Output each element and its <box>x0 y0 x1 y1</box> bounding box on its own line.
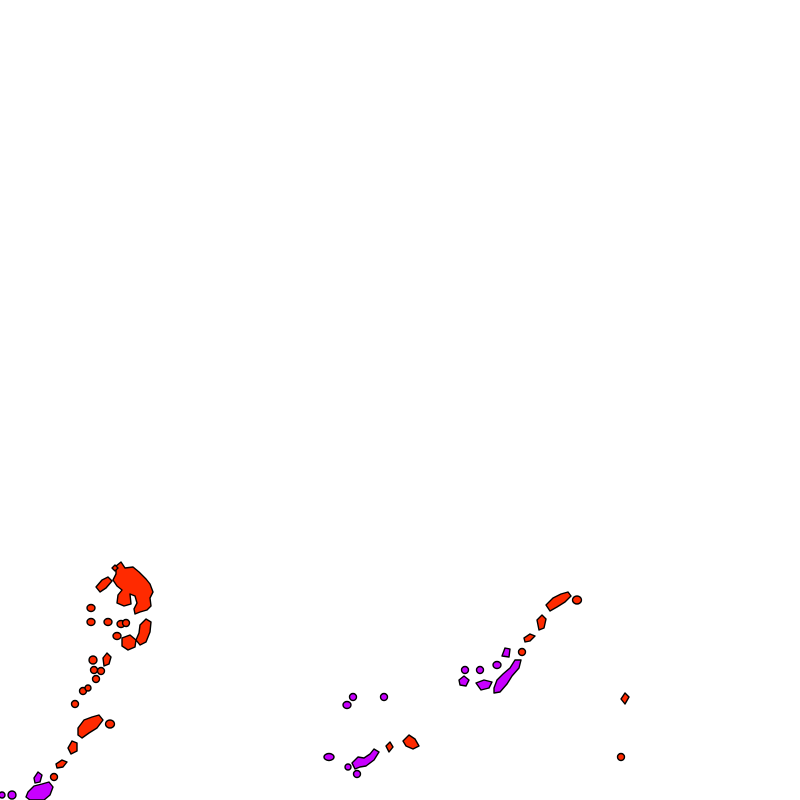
island <box>88 655 98 665</box>
island <box>475 679 493 691</box>
island <box>501 647 511 658</box>
island <box>135 618 152 646</box>
island <box>379 692 389 702</box>
island <box>121 618 131 628</box>
island <box>49 772 59 782</box>
island <box>517 647 527 657</box>
island <box>351 748 380 770</box>
island <box>475 665 485 675</box>
island <box>103 617 113 627</box>
island <box>112 631 122 641</box>
island <box>33 771 43 784</box>
island <box>492 660 502 670</box>
island <box>352 769 362 779</box>
island <box>89 665 99 675</box>
island <box>460 665 470 675</box>
island <box>7 790 17 800</box>
island <box>342 700 352 710</box>
island <box>70 699 80 709</box>
island <box>493 659 522 694</box>
island <box>55 759 68 769</box>
island <box>402 734 420 750</box>
island <box>91 674 101 684</box>
island <box>0 791 6 799</box>
island <box>545 591 572 612</box>
island <box>86 617 96 627</box>
island <box>385 741 394 753</box>
island <box>323 752 335 762</box>
island <box>616 752 626 762</box>
island <box>96 666 106 676</box>
island <box>121 634 137 651</box>
island <box>95 576 113 593</box>
island <box>67 740 78 755</box>
region-red <box>49 561 630 782</box>
island <box>111 564 119 572</box>
island <box>348 692 358 702</box>
island <box>620 692 630 705</box>
island <box>102 652 112 667</box>
island-large <box>112 561 154 615</box>
island <box>571 595 583 605</box>
island <box>536 614 547 631</box>
island <box>86 603 96 613</box>
island <box>25 781 54 800</box>
region-purple <box>0 647 522 800</box>
island <box>344 763 352 771</box>
island <box>458 675 470 687</box>
island <box>77 714 104 739</box>
island <box>84 684 92 692</box>
island <box>104 719 116 729</box>
island <box>523 633 536 643</box>
